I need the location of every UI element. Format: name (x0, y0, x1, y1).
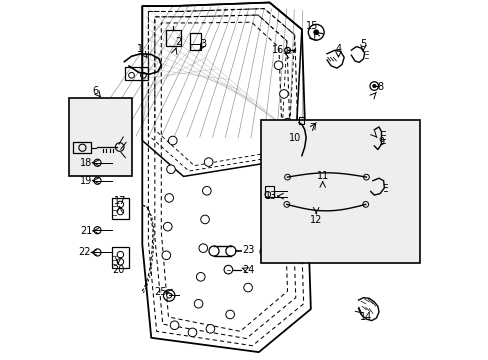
Bar (125, 67, 147, 80)
Circle shape (260, 247, 268, 256)
Text: 22: 22 (79, 247, 91, 257)
Bar (69, 98, 132, 176)
Text: 20: 20 (112, 265, 124, 275)
Circle shape (194, 300, 203, 308)
Circle shape (196, 273, 204, 281)
Text: 23: 23 (242, 245, 254, 255)
Circle shape (270, 212, 279, 220)
Circle shape (206, 324, 214, 333)
Text: 14: 14 (360, 312, 372, 322)
Text: 3: 3 (200, 40, 206, 49)
Circle shape (313, 30, 318, 35)
Text: 7: 7 (309, 123, 315, 133)
Circle shape (162, 251, 170, 260)
Circle shape (164, 194, 173, 202)
Circle shape (276, 179, 284, 188)
Circle shape (202, 186, 211, 195)
Bar (73, 142, 91, 153)
Text: 5: 5 (360, 40, 366, 49)
Text: 10: 10 (288, 133, 300, 143)
Text: 16: 16 (272, 45, 284, 55)
Text: 11: 11 (316, 171, 328, 181)
Circle shape (201, 215, 209, 224)
Text: 6: 6 (92, 86, 99, 96)
Circle shape (168, 136, 177, 145)
Circle shape (204, 158, 212, 166)
Bar (260, 120, 419, 263)
Circle shape (225, 310, 234, 319)
Text: 15: 15 (305, 21, 318, 31)
Text: 19: 19 (80, 176, 92, 186)
Circle shape (199, 244, 207, 252)
Bar (112, 247, 129, 268)
Text: 1: 1 (137, 44, 142, 54)
Text: 21: 21 (81, 226, 93, 236)
Text: 24: 24 (242, 265, 254, 275)
Text: 2: 2 (175, 37, 181, 47)
Bar (265, 186, 274, 197)
Text: 17: 17 (113, 196, 125, 206)
Text: 13: 13 (264, 191, 277, 201)
Text: 18: 18 (80, 158, 92, 168)
Circle shape (170, 321, 179, 329)
Circle shape (274, 61, 282, 69)
Text: 4: 4 (335, 44, 341, 54)
Circle shape (188, 328, 196, 337)
Text: 12: 12 (309, 215, 322, 225)
Circle shape (283, 118, 291, 127)
Text: 25: 25 (154, 287, 166, 297)
Circle shape (163, 222, 172, 231)
Bar (112, 198, 129, 220)
Circle shape (372, 84, 375, 88)
Circle shape (279, 90, 287, 98)
Circle shape (166, 165, 175, 174)
Text: 9: 9 (378, 138, 384, 147)
Bar (190, 33, 201, 50)
Bar (166, 31, 180, 45)
Circle shape (244, 283, 252, 292)
Text: 8: 8 (377, 82, 383, 93)
Circle shape (281, 147, 289, 156)
Bar (298, 117, 304, 125)
